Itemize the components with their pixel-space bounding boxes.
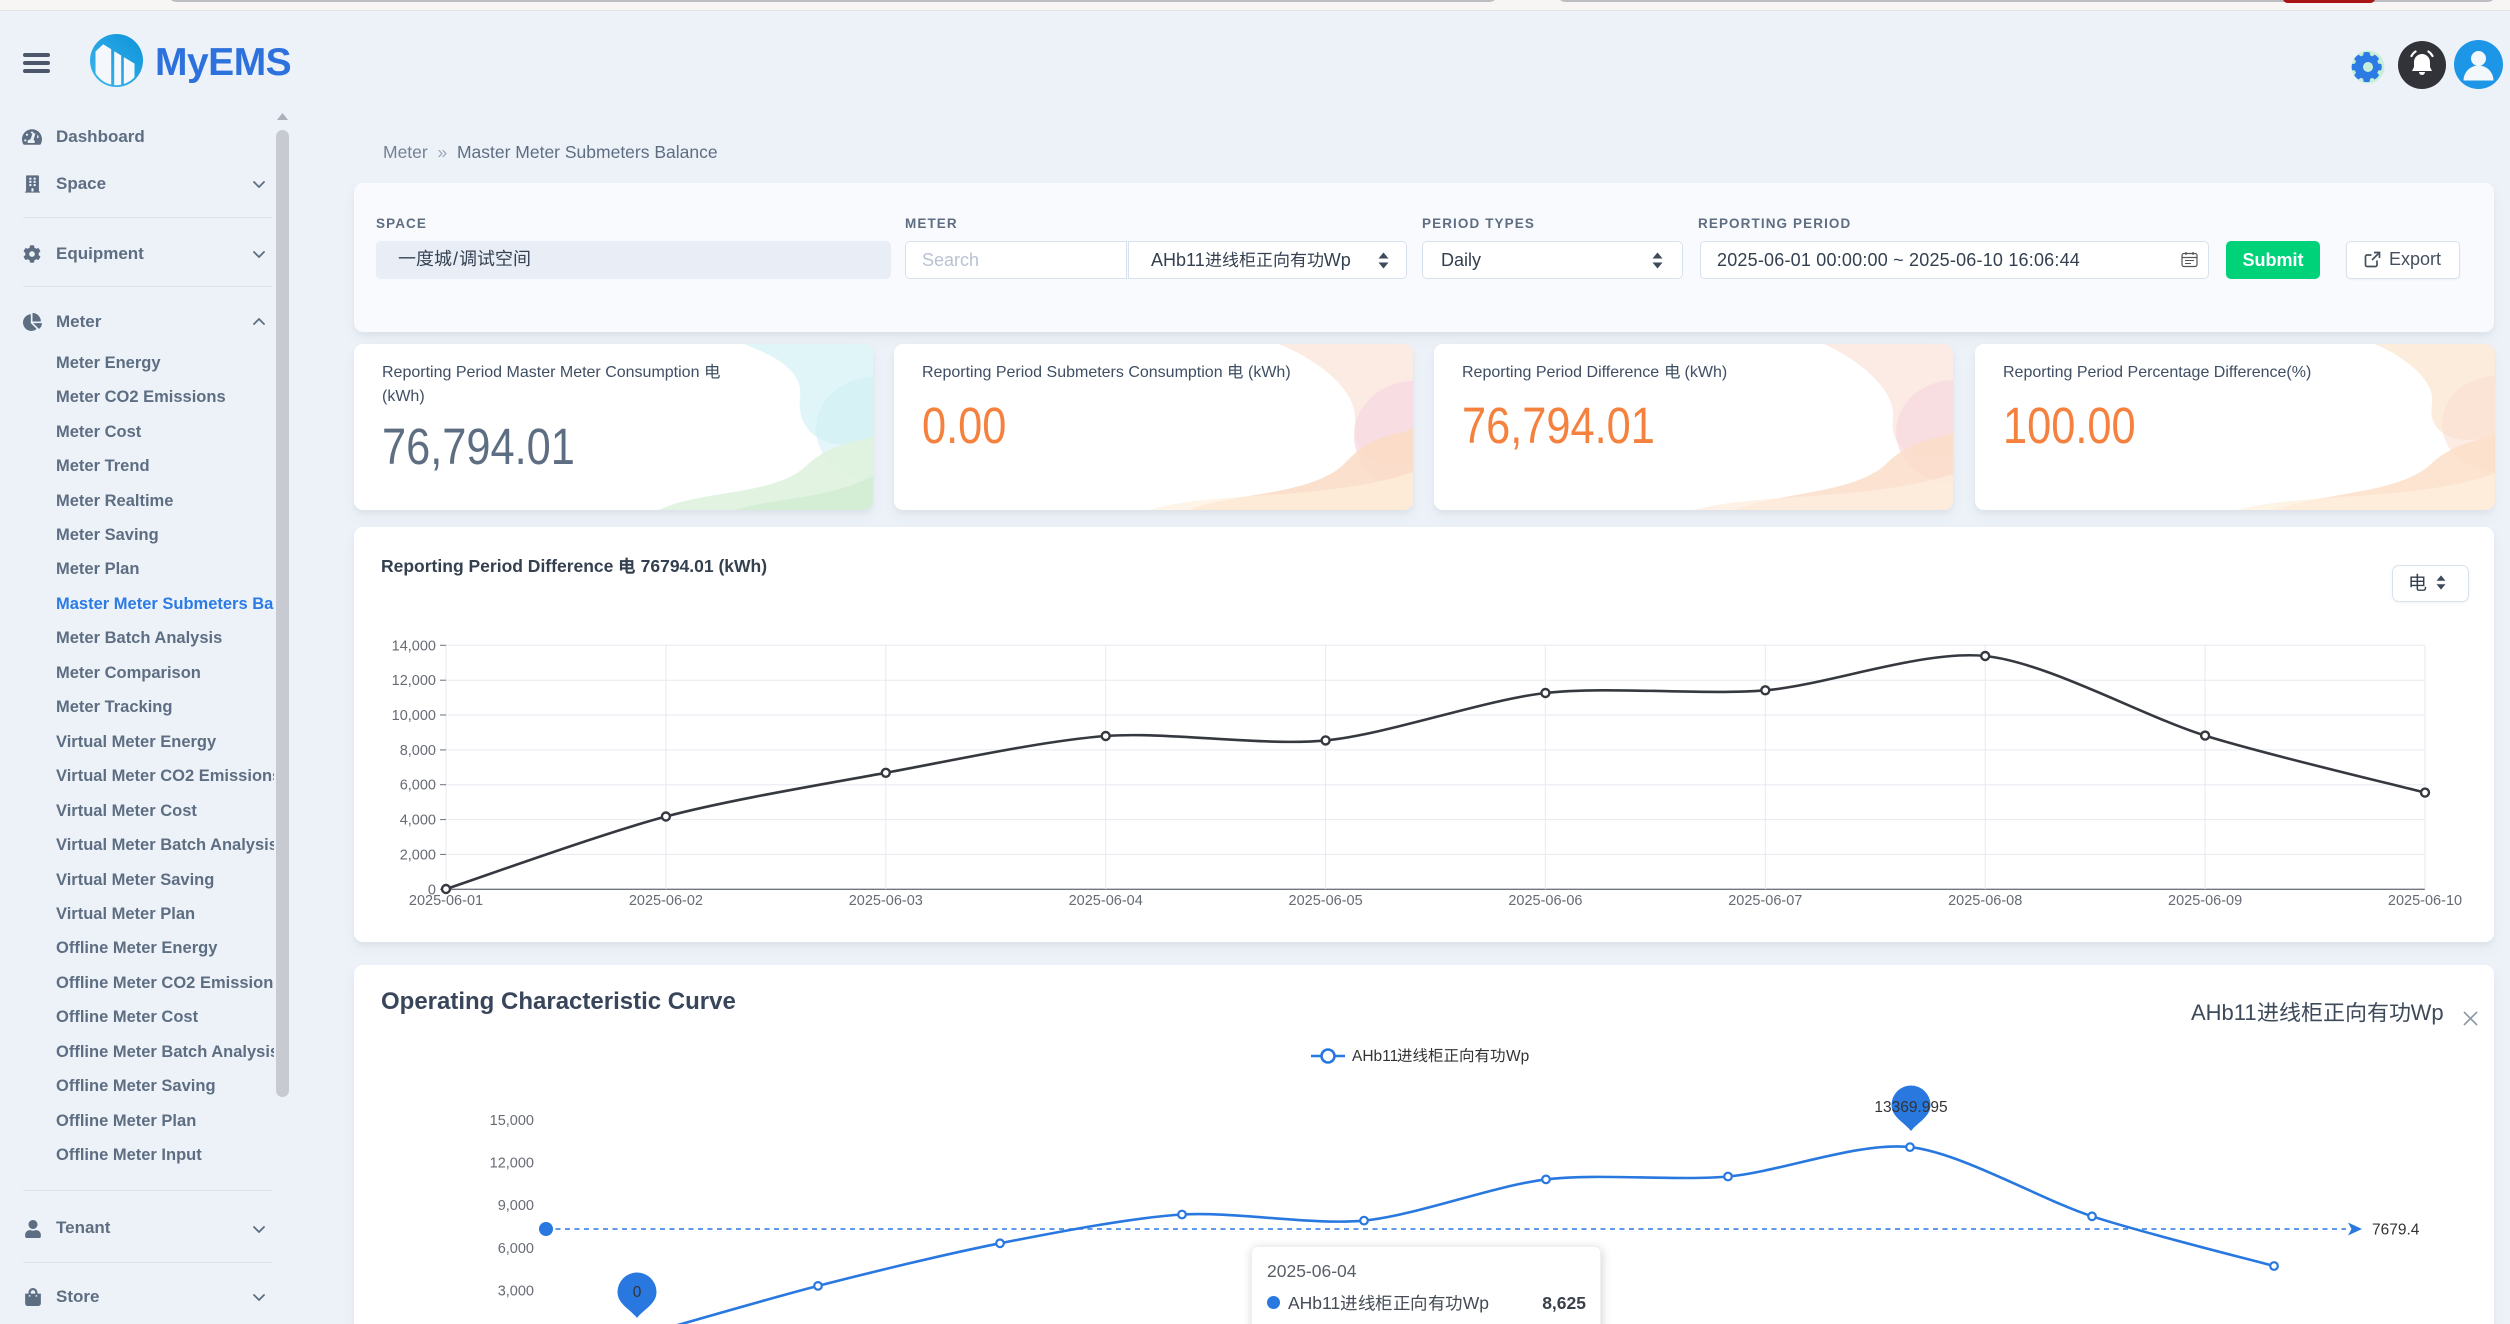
svg-text:7679.4: 7679.4: [2372, 1222, 2420, 1239]
svg-text:13369.995: 13369.995: [1874, 1099, 1947, 1116]
svg-text:AHb11: AHb11: [1352, 1048, 1398, 1065]
svg-text:8,000: 8,000: [400, 743, 436, 759]
svg-text:2025-06-04: 2025-06-04: [1069, 893, 1143, 909]
svg-text:12,000: 12,000: [392, 673, 436, 689]
svg-text:2025-06-02: 2025-06-02: [629, 893, 703, 909]
svg-text:2025-06-10: 2025-06-10: [2388, 893, 2462, 909]
svg-text:14,000: 14,000: [392, 638, 436, 654]
svg-text:2025-06-06: 2025-06-06: [1508, 893, 1582, 909]
svg-text:2025-06-05: 2025-06-05: [1289, 893, 1363, 909]
svg-text:2025-06-08: 2025-06-08: [1948, 893, 2022, 909]
svg-text:6,000: 6,000: [498, 1241, 534, 1257]
svg-text:0: 0: [428, 882, 436, 898]
svg-text:4,000: 4,000: [400, 813, 436, 829]
svg-text:15,000: 15,000: [490, 1113, 534, 1129]
svg-text:2025-06-01: 2025-06-01: [409, 893, 483, 909]
svg-text:2025-06-07: 2025-06-07: [1728, 893, 1802, 909]
svg-text:2025-06-03: 2025-06-03: [849, 893, 923, 909]
svg-text:9,000: 9,000: [498, 1198, 534, 1214]
svg-text:2025-06-09: 2025-06-09: [2168, 893, 2242, 909]
svg-text:2,000: 2,000: [400, 847, 436, 863]
svg-text:Wp: Wp: [1506, 1048, 1529, 1065]
svg-text:12,000: 12,000: [490, 1156, 534, 1172]
svg-text:6,000: 6,000: [400, 778, 436, 794]
svg-text:10,000: 10,000: [392, 708, 436, 724]
svg-text:0: 0: [633, 1284, 642, 1301]
svg-text:3,000: 3,000: [498, 1283, 534, 1299]
